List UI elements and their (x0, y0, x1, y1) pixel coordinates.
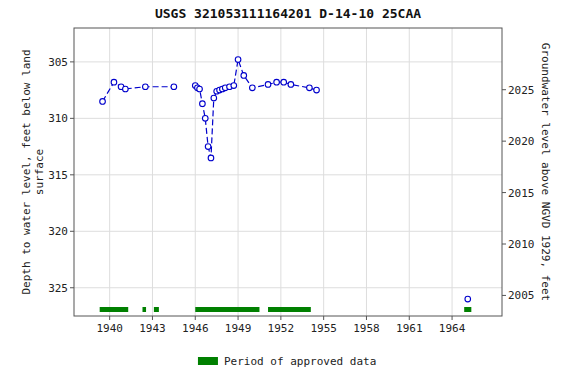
point (211, 95, 217, 101)
y-axis-label-line: surface (33, 149, 46, 195)
y2-tick (502, 89, 506, 90)
approved-period (464, 307, 471, 312)
grid-line-x (366, 28, 367, 316)
approved-period (142, 307, 146, 312)
x-tick (366, 316, 367, 320)
grid-line-x (152, 28, 153, 316)
y2-tick (502, 295, 506, 296)
grid-line-y (74, 174, 502, 175)
approved-period (154, 307, 159, 312)
x-tick-label: 1949 (225, 322, 252, 335)
y-tick (70, 61, 74, 62)
point (241, 73, 247, 79)
y2-tick-label: 2015 (508, 187, 535, 200)
point (111, 79, 117, 85)
point (123, 86, 129, 92)
y-axis-label: Depth to water level, feet below landsur… (20, 49, 46, 294)
point (205, 144, 211, 150)
grid-line-x (323, 28, 324, 316)
chart: 1940 1943 1946 1949 1952 1955 1958 1961 1964 305 3… (0, 0, 576, 384)
point (197, 86, 203, 92)
point (202, 116, 208, 122)
axes: 1940 1943 1946 1949 1952 1955 1958 1961 1964 305 3… (48, 56, 534, 335)
grid-line-x (452, 28, 453, 316)
plot-area (100, 57, 472, 312)
grid-line-x (109, 28, 110, 316)
grid-line-x (238, 28, 239, 316)
point (208, 155, 214, 161)
x-tick (323, 316, 324, 320)
grid-line-y (74, 118, 502, 119)
point (288, 82, 294, 88)
point (265, 82, 271, 88)
x-tick-label: 1946 (182, 322, 209, 335)
x-tick (280, 316, 281, 320)
y-tick-label: 310 (48, 112, 68, 125)
point (281, 79, 287, 85)
y2-tick-label: 2025 (508, 84, 535, 97)
grid-line-y (74, 231, 502, 232)
legend-swatch (198, 357, 218, 365)
background (0, 0, 576, 384)
y-tick (70, 231, 74, 232)
x-tick-label: 1958 (353, 322, 380, 335)
y-tick-label: 320 (48, 225, 68, 238)
x-tick-label: 1943 (139, 322, 166, 335)
grid-line-y (74, 287, 502, 288)
point (235, 57, 241, 63)
approved-period (268, 307, 311, 312)
x-tick-label: 1964 (439, 322, 466, 335)
legend: Period of approved data (198, 355, 376, 368)
point (200, 101, 206, 107)
grid (74, 28, 502, 316)
y-tick-label: 325 (48, 282, 68, 295)
point (100, 99, 106, 105)
y-tick (70, 287, 74, 288)
grid-line-x (195, 28, 196, 316)
grid-line-x (409, 28, 410, 316)
plot-frame (74, 28, 502, 316)
point (307, 85, 313, 91)
x-tick (152, 316, 153, 320)
x-tick (109, 316, 110, 320)
point (143, 84, 149, 90)
y-tick (70, 174, 74, 175)
point (314, 87, 320, 93)
x-tick-label: 1952 (268, 322, 295, 335)
point (171, 84, 177, 90)
y-tick (70, 118, 74, 119)
approved-period (195, 307, 259, 312)
approved-period (100, 307, 129, 312)
x-tick (409, 316, 410, 320)
y2-tick-label: 2010 (508, 238, 535, 251)
x-tick (452, 316, 453, 320)
point (274, 79, 280, 85)
grid-line-y (74, 61, 502, 62)
y2-tick-label: 2020 (508, 135, 535, 148)
y-tick-label: 315 (48, 169, 68, 182)
x-tick-label: 1961 (396, 322, 423, 335)
legend-label: Period of approved data (224, 355, 376, 368)
x-tick-label: 1955 (310, 322, 337, 335)
y-tick-label: 305 (48, 56, 68, 69)
x-tick-label: 1940 (96, 322, 123, 335)
point (465, 296, 471, 302)
title: USGS 321053111164201 D-14-10 25CAA (155, 6, 421, 21)
y-axis-label-line: Depth to water level, feet below land (20, 49, 33, 294)
x-tick (238, 316, 239, 320)
y2-tick (502, 244, 506, 245)
series-line (103, 60, 468, 299)
y2-tick (502, 192, 506, 193)
x-tick (195, 316, 196, 320)
grid-line-x (280, 28, 281, 316)
y2-tick (502, 141, 506, 142)
point (231, 83, 237, 89)
y2-axis-label: Groundwater level above NGVD 1929, feet (539, 43, 552, 301)
y2-tick-label: 2005 (508, 289, 535, 302)
point (250, 85, 256, 91)
